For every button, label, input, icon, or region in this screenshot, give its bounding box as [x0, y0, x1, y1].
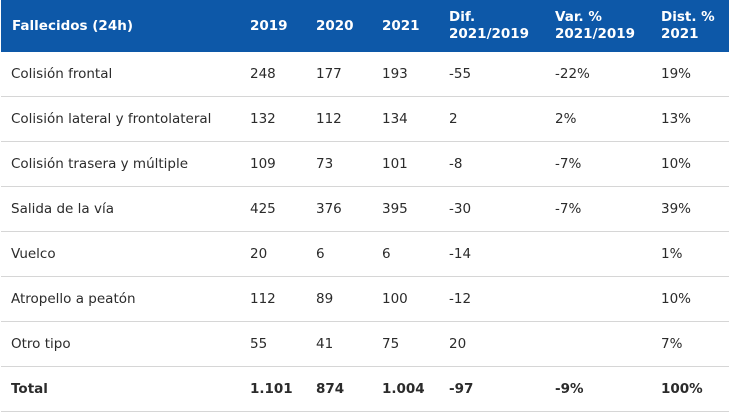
row-label: Atropello a peatón [11, 291, 136, 307]
row-2020: 112 [316, 111, 342, 127]
row-2020: 6 [316, 246, 325, 262]
row-label: Colisión lateral y frontolateral [11, 111, 212, 127]
row-2020: 41 [316, 336, 334, 352]
row-dist: 10% [661, 291, 692, 307]
row-2021: 101 [382, 156, 408, 172]
row-2021: 6 [382, 246, 391, 262]
row-2021: 134 [382, 111, 408, 127]
row-2020: 73 [316, 156, 334, 172]
table-row: Atropello a peatón 112 89 100 -12 10% [1, 277, 729, 322]
header-dif-line1: Dif. [449, 9, 476, 25]
row-2021: 75 [382, 336, 400, 352]
row-2019: 425 [250, 201, 276, 217]
row-var: 2% [555, 111, 577, 127]
row-2019: 112 [250, 291, 276, 307]
row-dif: -55 [449, 66, 472, 82]
row-label: Colisión trasera y múltiple [11, 156, 189, 172]
row-dist: 39% [661, 201, 692, 217]
row-2020: 376 [316, 201, 342, 217]
row-dif: 2 [449, 111, 458, 127]
header-2020: 2020 [316, 17, 354, 34]
row-2021: 100 [382, 291, 408, 307]
row-2020: 89 [316, 291, 334, 307]
row-dist: 19% [661, 66, 692, 82]
total-2019: 1.101 [250, 381, 293, 397]
row-dist: 1% [661, 246, 683, 262]
row-var: -7% [555, 201, 582, 217]
row-2019: 132 [250, 111, 276, 127]
row-2019: 55 [250, 336, 268, 352]
header-dist: Dist. % 2021 [649, 9, 729, 43]
total-2020: 874 [316, 381, 345, 397]
header-var: Var. % 2021/2019 [544, 9, 649, 43]
header-2019: 2019 [250, 17, 288, 34]
header-var-line2: 2021/2019 [555, 26, 636, 42]
row-var: -22% [555, 66, 590, 82]
total-dif: -97 [449, 381, 474, 397]
row-dif: -30 [449, 201, 472, 217]
row-label: Colisión frontal [11, 66, 113, 82]
row-label: Otro tipo [11, 336, 71, 352]
header-label: Fallecidos (24h) [12, 17, 133, 34]
row-var: -7% [555, 156, 582, 172]
header-dif-line2: 2021/2019 [449, 26, 530, 42]
total-row: Total 1.101 874 1.004 -97 -9% 100% [1, 367, 729, 412]
row-label: Salida de la vía [11, 201, 114, 217]
total-dist: 100% [661, 381, 703, 397]
row-dist: 10% [661, 156, 692, 172]
row-dist: 7% [661, 336, 683, 352]
table-row: Otro tipo 55 41 75 20 7% [1, 322, 729, 367]
row-2019: 248 [250, 66, 276, 82]
table-row: Colisión lateral y frontolateral 132 112… [1, 97, 729, 142]
row-2020: 177 [316, 66, 342, 82]
row-dif: -12 [449, 291, 472, 307]
header-dif: Dif. 2021/2019 [439, 9, 544, 43]
row-dif: 20 [449, 336, 467, 352]
header-2021: 2021 [382, 17, 420, 34]
total-var: -9% [555, 381, 584, 397]
row-dif: -14 [449, 246, 472, 262]
table-row: Vuelco 20 6 6 -14 1% [1, 232, 729, 277]
row-label: Vuelco [11, 246, 56, 262]
header-var-line1: Var. % [555, 9, 602, 25]
table-row: Colisión frontal 248 177 193 -55 -22% 19… [1, 52, 729, 97]
table-row: Salida de la vía 425 376 395 -30 -7% 39% [1, 187, 729, 232]
table-header: Fallecidos (24h) 2019 2020 2021 Dif. 202… [1, 0, 729, 52]
row-dist: 13% [661, 111, 692, 127]
row-dif: -8 [449, 156, 463, 172]
header-dist-line2: 2021 [661, 26, 699, 42]
total-label: Total [11, 381, 48, 397]
table-row: Colisión trasera y múltiple 109 73 101 -… [1, 142, 729, 187]
row-2021: 193 [382, 66, 408, 82]
header-dist-line1: Dist. % [661, 9, 715, 25]
total-2021: 1.004 [382, 381, 425, 397]
row-2021: 395 [382, 201, 408, 217]
row-2019: 20 [250, 246, 268, 262]
row-2019: 109 [250, 156, 276, 172]
